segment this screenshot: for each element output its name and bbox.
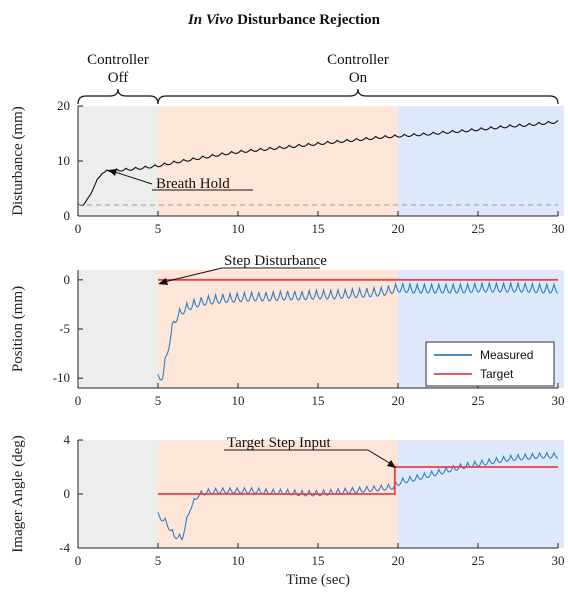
series-disturbance-line (77, 120, 559, 207)
position-panel: -10 -5 0 0 5 10 15 20 25 30 Position (mm) Measured T… (10, 270, 565, 408)
imager-angle-panel: -4 0 4 0 5 10 15 20 25 30 Imager Angle (deg) Time (… (10, 432, 565, 588)
y-tick-label: 0 (64, 208, 71, 223)
breath-hold-leader (114, 171, 153, 185)
legend-label: Target (480, 367, 514, 381)
target-step-input-label: Target Step Input (227, 435, 331, 451)
y-axis-label: Disturbance (mm) (10, 106, 26, 216)
y-axis-label: Imager Angle (deg) (10, 435, 26, 552)
x-tick-label: 0 (75, 221, 82, 236)
x-tick-label: 5 (155, 221, 162, 236)
x-tick-label: 30 (552, 221, 565, 236)
region-mid (158, 106, 398, 216)
region-late (398, 440, 564, 548)
controller-on-line1: Controller (327, 52, 389, 68)
x-tick-label: 10 (232, 221, 245, 236)
x-tick-label: 10 (232, 553, 245, 568)
step-disturbance-leader (163, 267, 223, 283)
series-measured-line (157, 451, 559, 542)
x-tick-label: 15 (312, 553, 325, 568)
target-step-leader (367, 449, 392, 465)
x-tick-label: 30 (552, 393, 565, 408)
x-tick-label: 10 (232, 393, 245, 408)
x-tick-label: 5 (155, 553, 162, 568)
controller-on-brace (157, 88, 559, 105)
series-target-line (158, 466, 558, 495)
y-tick-label: 10 (57, 153, 70, 168)
x-tick-label: 0 (75, 393, 82, 408)
y-tick-label: -10 (53, 370, 70, 385)
step-disturbance-label: Step Disturbance (224, 253, 327, 269)
y-tick-label: 4 (64, 432, 71, 447)
x-tick-label: 25 (472, 553, 485, 568)
title-italic: In Vivo (187, 12, 233, 28)
x-tick-label: 25 (472, 393, 485, 408)
title-rest: Disturbance Rejection (233, 12, 380, 28)
x-tick-label: 30 (552, 553, 565, 568)
controller-off-line1: Controller (87, 52, 149, 68)
x-tick-label: 0 (75, 553, 82, 568)
disturbance-panel: 0 10 20 0 5 10 15 20 25 30 Disturbance (mm) (10, 98, 565, 236)
y-axis-label: Position (mm) (10, 286, 26, 372)
legend-box (425, 341, 555, 387)
y-tick-label: -5 (59, 321, 70, 336)
breath-hold-annotation: Breath Hold (108, 169, 253, 192)
legend-label: Measured (480, 348, 533, 362)
x-tick-label: 15 (312, 393, 325, 408)
x-axis-label: Time (sec) (286, 572, 350, 588)
region-off (78, 106, 158, 216)
y-tick-label: -4 (59, 540, 70, 555)
chart-title: In Vivo Disturbance Rejection (187, 12, 381, 28)
step-disturbance-annotation: Step Disturbance (158, 253, 327, 285)
series-measured-line (157, 281, 559, 381)
region-off (78, 440, 158, 548)
y-tick-label: 0 (64, 486, 71, 501)
breath-hold-label: Breath Hold (156, 176, 230, 192)
region-off (78, 270, 158, 388)
x-tick-label: 20 (392, 553, 405, 568)
x-tick-label: 15 (312, 221, 325, 236)
target-step-input-annotation: Target Step Input (224, 435, 396, 468)
y-tick-label: 0 (64, 272, 71, 287)
breath-hold-arrowhead (108, 169, 117, 176)
y-tick-label: 20 (57, 98, 70, 113)
controller-off-brace (77, 88, 159, 105)
step-disturbance-arrowhead (158, 278, 168, 285)
x-tick-label: 20 (392, 221, 405, 236)
controller-off-line2: Off (108, 70, 129, 86)
target-step-arrowhead (387, 460, 396, 468)
region-mid (158, 270, 398, 388)
controller-on-line2: On (349, 70, 368, 86)
x-tick-label: 20 (392, 393, 405, 408)
x-tick-label: 5 (155, 393, 162, 408)
x-tick-label: 25 (472, 221, 485, 236)
